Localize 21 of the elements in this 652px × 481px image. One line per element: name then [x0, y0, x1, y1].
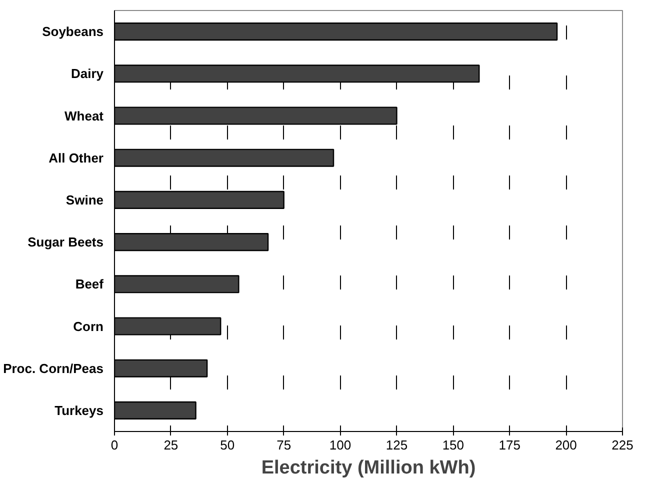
x-tick-label: 225 — [612, 438, 634, 452]
x-tick-label: 175 — [498, 438, 520, 452]
x-tick-label: 150 — [442, 438, 464, 452]
y-tick-label: Proc. Corn/Peas — [3, 360, 104, 376]
y-tick-label: Beef — [75, 276, 104, 292]
y-tick-label: Sugar Beets — [28, 234, 104, 250]
x-axis-title: Electricity (Million kWh) — [261, 458, 476, 478]
y-tick-label: Soybeans — [42, 24, 104, 40]
x-tick-label: 200 — [555, 438, 577, 452]
y-tick-label: Turkeys — [54, 402, 104, 418]
y-tick-label: Wheat — [64, 108, 104, 124]
x-tick-label: 50 — [220, 438, 235, 452]
y-tick-label: Corn — [73, 318, 104, 334]
x-tick-label: 125 — [386, 438, 408, 452]
x-tick-label: 25 — [164, 438, 178, 452]
y-tick-label: Swine — [66, 192, 104, 208]
x-tick-label: 0 — [110, 438, 118, 452]
x-tick-label: 100 — [329, 438, 352, 452]
y-tick-label: All Other — [48, 150, 104, 166]
x-tick-label: 75 — [276, 438, 292, 452]
y-tick-label: Dairy — [70, 66, 104, 82]
